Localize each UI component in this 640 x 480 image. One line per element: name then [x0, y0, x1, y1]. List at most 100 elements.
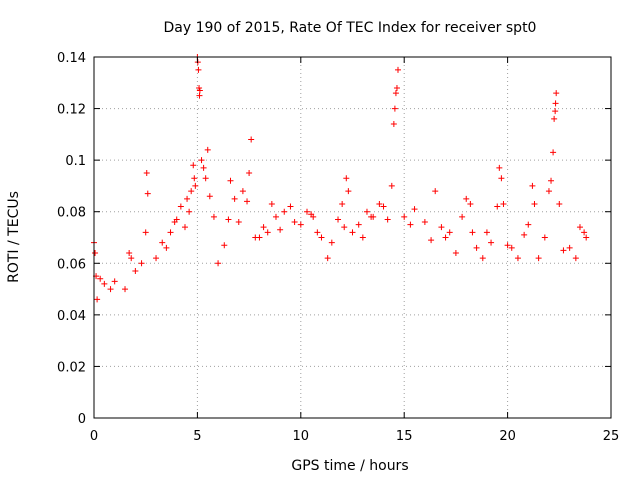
- data-point: [132, 268, 139, 275]
- data-point: [556, 200, 563, 207]
- data-point: [215, 260, 222, 267]
- data-point: [335, 216, 342, 223]
- data-point: [552, 100, 559, 107]
- data-point: [498, 175, 505, 182]
- data-point: [186, 208, 193, 215]
- x-tick-label: 5: [193, 429, 201, 444]
- data-point: [345, 188, 352, 195]
- data-point: [355, 221, 362, 228]
- data-point: [521, 231, 528, 238]
- data-point: [206, 193, 213, 200]
- data-point: [341, 224, 348, 231]
- data-point: [508, 244, 515, 251]
- data-point: [184, 195, 191, 202]
- data-point: [204, 146, 211, 153]
- data-point: [560, 247, 567, 254]
- data-point: [287, 203, 294, 210]
- data-point: [210, 213, 217, 220]
- data-point: [167, 229, 174, 236]
- data-point: [541, 234, 548, 241]
- data-point: [177, 203, 184, 210]
- data-point: [421, 219, 428, 226]
- data-point: [488, 239, 495, 246]
- data-point: [153, 255, 160, 262]
- y-tick-label: 0: [78, 412, 86, 427]
- data-point: [514, 255, 521, 262]
- data-point: [268, 200, 275, 207]
- data-point: [469, 229, 476, 236]
- data-point: [181, 224, 188, 231]
- data-point: [550, 149, 557, 156]
- data-point: [483, 229, 490, 236]
- data-points: [91, 54, 590, 303]
- y-tick-label: 0.04: [57, 309, 86, 324]
- data-point: [256, 234, 263, 241]
- data-point: [392, 90, 399, 97]
- data-point: [196, 87, 203, 94]
- data-point: [97, 275, 104, 282]
- grid-lines: [94, 57, 611, 418]
- data-point: [221, 242, 228, 249]
- data-point: [277, 226, 284, 233]
- data-point: [200, 164, 207, 171]
- data-point: [494, 203, 501, 210]
- data-point: [359, 234, 366, 241]
- data-point: [343, 175, 350, 182]
- data-point: [446, 229, 453, 236]
- data-point: [380, 203, 387, 210]
- data-point: [438, 224, 445, 231]
- data-point: [370, 213, 377, 220]
- data-point: [452, 249, 459, 256]
- data-point: [428, 237, 435, 244]
- data-point: [328, 239, 335, 246]
- data-point: [138, 260, 145, 267]
- data-point: [442, 234, 449, 241]
- data-point: [566, 244, 573, 251]
- data-point: [583, 234, 590, 241]
- data-point: [225, 216, 232, 223]
- data-point: [390, 121, 397, 128]
- data-point: [318, 234, 325, 241]
- data-point: [248, 136, 255, 143]
- data-point: [192, 182, 199, 189]
- data-point: [304, 208, 311, 215]
- data-point: [432, 188, 439, 195]
- data-point: [552, 108, 559, 115]
- data-point: [531, 200, 538, 207]
- data-point: [459, 213, 466, 220]
- data-point: [159, 239, 166, 246]
- data-point: [529, 182, 536, 189]
- data-point: [314, 229, 321, 236]
- data-point: [188, 188, 195, 195]
- data-point: [473, 244, 480, 251]
- data-point: [411, 206, 418, 213]
- data-point: [545, 188, 552, 195]
- y-tick-label: 0.14: [57, 51, 86, 66]
- data-point: [260, 224, 267, 231]
- y-tick-label: 0.12: [57, 103, 86, 118]
- x-tick-label: 10: [293, 429, 310, 444]
- data-point: [196, 84, 203, 91]
- data-point: [394, 66, 401, 73]
- data-point: [291, 219, 298, 226]
- data-point: [231, 195, 238, 202]
- data-point: [467, 200, 474, 207]
- data-point: [551, 115, 558, 122]
- data-point: [163, 244, 170, 251]
- data-point: [576, 224, 583, 231]
- data-point: [407, 221, 414, 228]
- data-point: [339, 200, 346, 207]
- data-point: [496, 164, 503, 171]
- data-point: [196, 92, 203, 99]
- data-point: [388, 182, 395, 189]
- chart-title: Day 190 of 2015, Rate Of TEC Index for r…: [164, 20, 537, 36]
- data-point: [246, 170, 253, 177]
- data-point: [239, 188, 246, 195]
- y-tick-label: 0.08: [57, 206, 86, 221]
- data-point: [128, 255, 135, 262]
- data-point: [173, 216, 180, 223]
- data-point: [297, 221, 304, 228]
- y-tick-label: 0.06: [57, 257, 86, 272]
- data-point: [190, 162, 197, 169]
